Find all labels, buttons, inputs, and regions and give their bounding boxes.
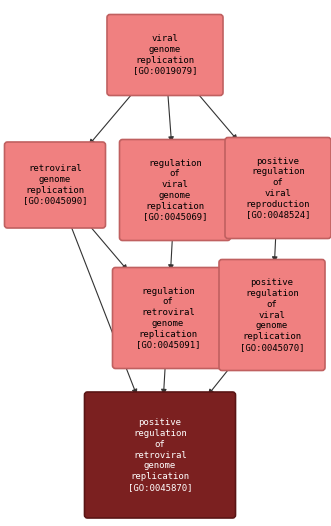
FancyBboxPatch shape [107, 15, 223, 96]
Text: viral
genome
replication
[GO:0019079]: viral genome replication [GO:0019079] [133, 34, 197, 76]
Text: positive
regulation
of
retroviral
genome
replication
[GO:0045870]: positive regulation of retroviral genome… [128, 418, 192, 492]
Text: positive
regulation
of
viral
reproduction
[GO:0048524]: positive regulation of viral reproductio… [246, 157, 310, 219]
FancyBboxPatch shape [219, 259, 325, 370]
Text: regulation
of
retroviral
genome
replication
[GO:0045091]: regulation of retroviral genome replicat… [136, 287, 200, 349]
Text: positive
regulation
of
viral
genome
replication
[GO:0045070]: positive regulation of viral genome repl… [240, 278, 304, 352]
FancyBboxPatch shape [5, 142, 106, 228]
Text: regulation
of
viral
genome
replication
[GO:0045069]: regulation of viral genome replication [… [143, 159, 207, 221]
FancyBboxPatch shape [225, 137, 331, 238]
FancyBboxPatch shape [84, 392, 235, 518]
FancyBboxPatch shape [119, 139, 230, 240]
Text: retroviral
genome
replication
[GO:0045090]: retroviral genome replication [GO:004509… [23, 164, 87, 206]
FancyBboxPatch shape [113, 268, 223, 369]
